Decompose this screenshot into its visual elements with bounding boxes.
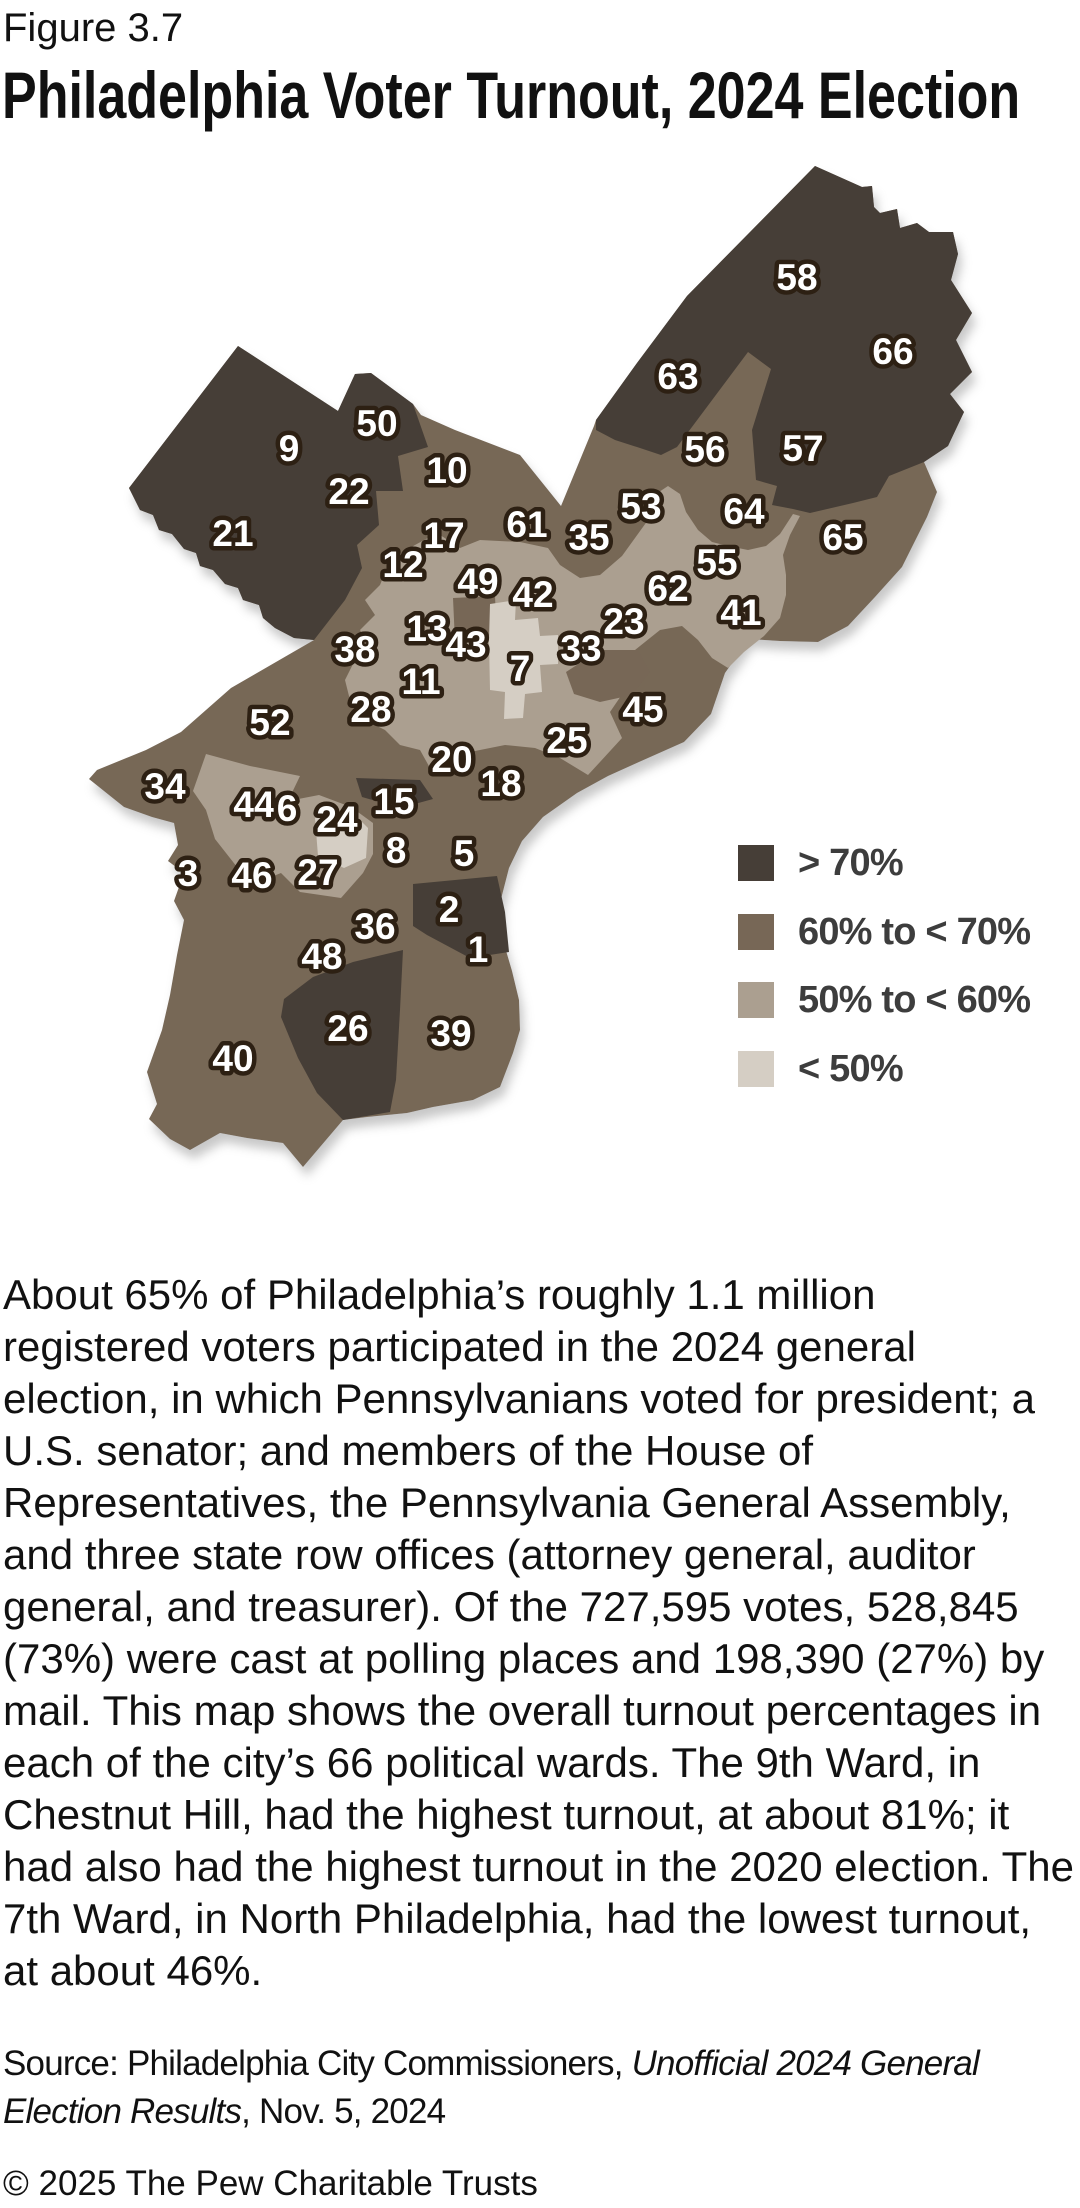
svg-text:5: 5 <box>454 833 475 874</box>
svg-text:3: 3 <box>178 853 199 894</box>
svg-text:7: 7 <box>510 648 531 689</box>
svg-text:18: 18 <box>480 763 521 804</box>
svg-text:56: 56 <box>684 429 725 470</box>
svg-text:13: 13 <box>406 608 447 649</box>
svg-text:62: 62 <box>647 568 688 609</box>
svg-text:58: 58 <box>776 257 817 298</box>
svg-text:20: 20 <box>431 739 472 780</box>
svg-text:26: 26 <box>327 1008 368 1049</box>
svg-text:21: 21 <box>212 513 253 554</box>
svg-text:1: 1 <box>468 929 489 970</box>
svg-text:63: 63 <box>657 356 698 397</box>
svg-text:9: 9 <box>279 428 300 469</box>
svg-text:48: 48 <box>301 936 342 977</box>
svg-text:23: 23 <box>603 601 644 642</box>
svg-text:34: 34 <box>144 766 186 807</box>
svg-text:55: 55 <box>696 542 737 583</box>
svg-text:15: 15 <box>373 781 414 822</box>
svg-text:35: 35 <box>568 517 609 558</box>
svg-text:42: 42 <box>512 574 553 615</box>
svg-text:45: 45 <box>622 689 663 730</box>
svg-text:25: 25 <box>546 720 587 761</box>
svg-text:46: 46 <box>231 855 272 896</box>
svg-text:28: 28 <box>350 689 391 730</box>
svg-text:38: 38 <box>334 629 375 670</box>
svg-text:53: 53 <box>620 486 661 527</box>
svg-text:17: 17 <box>423 515 464 556</box>
svg-text:61: 61 <box>506 504 547 545</box>
svg-text:6: 6 <box>277 788 298 829</box>
svg-text:50: 50 <box>356 403 397 444</box>
svg-text:43: 43 <box>445 624 486 665</box>
svg-text:8: 8 <box>386 830 407 871</box>
svg-text:11: 11 <box>401 661 440 702</box>
svg-text:57: 57 <box>782 428 823 469</box>
svg-text:33: 33 <box>560 628 601 669</box>
svg-text:41: 41 <box>720 592 761 633</box>
svg-text:65: 65 <box>822 517 863 558</box>
svg-text:2: 2 <box>439 889 460 930</box>
svg-text:39: 39 <box>430 1013 471 1054</box>
svg-text:64: 64 <box>723 491 765 532</box>
svg-text:40: 40 <box>212 1038 253 1079</box>
svg-text:27: 27 <box>297 852 338 893</box>
svg-text:44: 44 <box>233 784 275 825</box>
svg-text:52: 52 <box>249 702 290 743</box>
svg-text:36: 36 <box>354 906 395 947</box>
svg-text:49: 49 <box>457 561 498 602</box>
svg-text:10: 10 <box>426 450 467 491</box>
svg-text:66: 66 <box>872 331 913 372</box>
svg-text:24: 24 <box>316 799 358 840</box>
svg-text:12: 12 <box>382 544 423 585</box>
svg-text:22: 22 <box>328 471 369 512</box>
